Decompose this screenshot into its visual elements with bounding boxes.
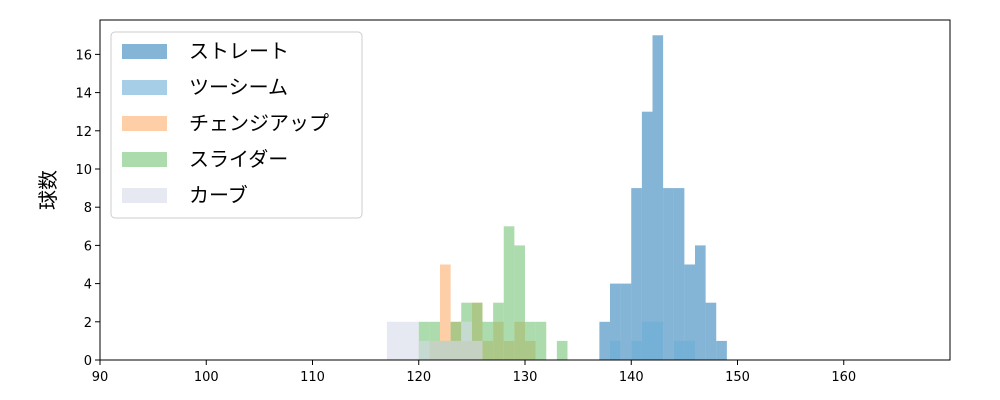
bar-series-3-bin-10 bbox=[525, 321, 536, 360]
y-tick-label-0: 0 bbox=[84, 354, 92, 369]
legend-swatch-1 bbox=[122, 80, 167, 95]
bar-series-2-bin-1 bbox=[440, 264, 451, 360]
bar-series-0-bin-7 bbox=[673, 188, 685, 360]
x-tick-label-4: 130 bbox=[513, 370, 538, 385]
bar-series-3-bin-11 bbox=[535, 321, 547, 360]
y-tick-label-1: 2 bbox=[84, 316, 92, 331]
bar-series-4-bin-3 bbox=[471, 340, 483, 360]
legend-label-0: ストレート bbox=[189, 39, 289, 63]
bar-series-1-bin-3 bbox=[673, 340, 695, 360]
x-tick-label-0: 90 bbox=[92, 370, 109, 385]
legend-swatch-4 bbox=[122, 188, 167, 203]
bar-series-1-bin-2 bbox=[641, 321, 664, 360]
bar-series-3-bin-5 bbox=[471, 302, 483, 360]
y-tick-label-6: 12 bbox=[75, 125, 92, 140]
x-tick-label-1: 100 bbox=[194, 370, 219, 385]
legend-box bbox=[110, 31, 363, 219]
x-tick-label-2: 110 bbox=[300, 370, 325, 385]
y-tick-label-5: 10 bbox=[75, 163, 92, 178]
legend-swatch-2 bbox=[122, 116, 167, 131]
bar-series-0-bin-2 bbox=[620, 283, 632, 360]
bar-series-1-bin-0 bbox=[610, 340, 621, 360]
legend-swatch-3 bbox=[122, 152, 167, 167]
legend-label-3: スライダー bbox=[189, 147, 288, 171]
y-axis: 0 2 4 6 8 10 12 14 16 bbox=[75, 48, 100, 369]
y-tick-label-4: 8 bbox=[84, 201, 92, 216]
y-tick-label-3: 6 bbox=[84, 239, 92, 254]
y-axis-label: 球数 bbox=[36, 170, 60, 210]
bar-series-0-bin-3 bbox=[631, 188, 642, 360]
histogram-bars bbox=[386, 35, 727, 361]
bar-series-3-bin-8 bbox=[503, 226, 515, 360]
bar-series-3-bin-9 bbox=[514, 245, 525, 360]
legend-label-2: チェンジアップ bbox=[189, 111, 329, 135]
bar-series-4-bin-1 bbox=[418, 340, 462, 360]
bar-series-3-bin-7 bbox=[493, 302, 504, 360]
bar-series-0-bin-1 bbox=[610, 283, 621, 360]
bar-series-0-bin-10 bbox=[705, 302, 717, 360]
legend-swatch-0 bbox=[122, 44, 167, 59]
x-axis: 90 100 110 120 130 140 150 160 bbox=[92, 360, 856, 385]
bar-series-4-bin-2 bbox=[461, 321, 472, 360]
x-tick-label-6: 150 bbox=[725, 370, 750, 385]
bar-series-0-bin-8 bbox=[684, 264, 695, 360]
x-tick-label-5: 140 bbox=[619, 370, 644, 385]
x-tick-label-3: 120 bbox=[406, 370, 431, 385]
legend-label-1: ツーシーム bbox=[189, 75, 288, 99]
bar-series-0-bin-5 bbox=[652, 35, 664, 361]
bar-series-0-bin-11 bbox=[716, 340, 727, 360]
bar-series-3-bin-6 bbox=[482, 321, 494, 360]
y-tick-label-7: 14 bbox=[75, 87, 92, 102]
bar-series-0-bin-9 bbox=[695, 245, 706, 360]
bar-series-3-bin-12 bbox=[556, 340, 568, 360]
bar-series-1-bin-1 bbox=[631, 340, 642, 360]
bar-series-4-bin-0 bbox=[386, 321, 419, 360]
bar-series-0-bin-0 bbox=[599, 321, 610, 360]
y-tick-label-2: 4 bbox=[84, 278, 92, 293]
x-tick-label-7: 160 bbox=[831, 370, 856, 385]
bar-series-0-bin-4 bbox=[641, 111, 653, 360]
bar-series-0-bin-6 bbox=[663, 188, 674, 360]
y-tick-label-8: 16 bbox=[75, 48, 92, 63]
legend-label-4: カーブ bbox=[189, 183, 248, 207]
